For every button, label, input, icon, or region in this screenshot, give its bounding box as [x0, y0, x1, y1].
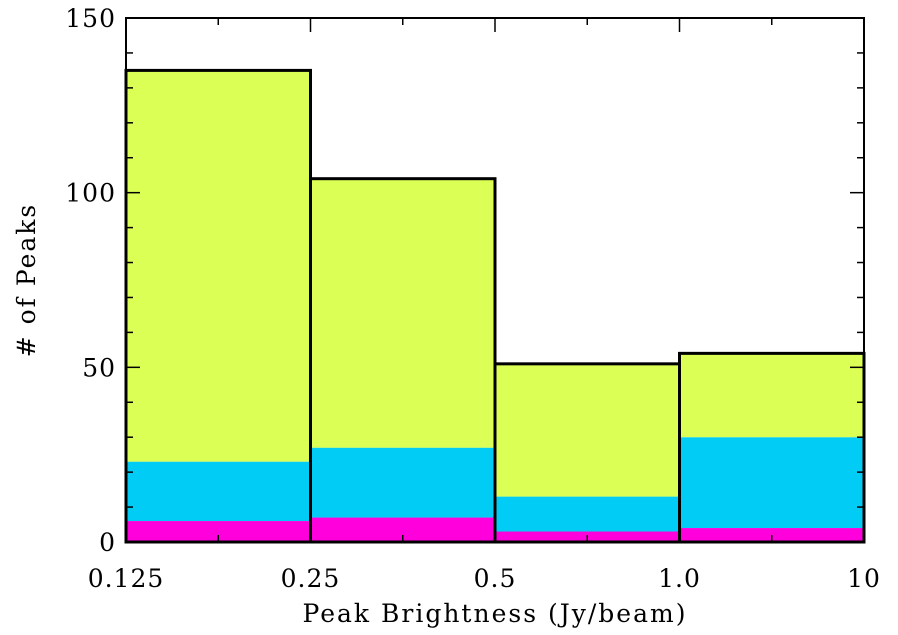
bars-layer: [126, 70, 864, 542]
bar-segment-2-1: [495, 496, 680, 532]
x-tick-label: 0.125: [88, 564, 165, 593]
bar-segment-0-0: [126, 521, 311, 542]
x-tick-label: 1.0: [658, 564, 701, 593]
y-tick-labels: 0 50 100 150: [65, 4, 116, 557]
bar-segment-0-1: [126, 461, 311, 522]
y-tick-label: 100: [65, 179, 116, 208]
y-axis-title: # of Peaks: [12, 203, 41, 358]
bar-segment-1-1: [310, 447, 495, 518]
plot-frame: [125, 17, 865, 543]
bar-segment-3-2: [679, 353, 864, 438]
bar-segment-0-2: [126, 70, 311, 462]
y-tick-label: 150: [65, 4, 116, 33]
x-axis-title: Peak Brightness (Jy/beam): [303, 599, 688, 628]
bar-segment-1-2: [310, 178, 495, 448]
bar-segment-2-2: [495, 363, 680, 497]
x-tick-labels: 0.125 0.25 0.5 1.0 10: [88, 564, 881, 593]
x-tick-label: 0.5: [474, 564, 517, 593]
bar-segment-3-1: [679, 437, 864, 529]
y-tick-label: 50: [82, 353, 116, 382]
x-tick-label: 0.25: [281, 564, 341, 593]
y-tick-label: 0: [99, 528, 116, 557]
x-tick-label: 10: [847, 564, 881, 593]
